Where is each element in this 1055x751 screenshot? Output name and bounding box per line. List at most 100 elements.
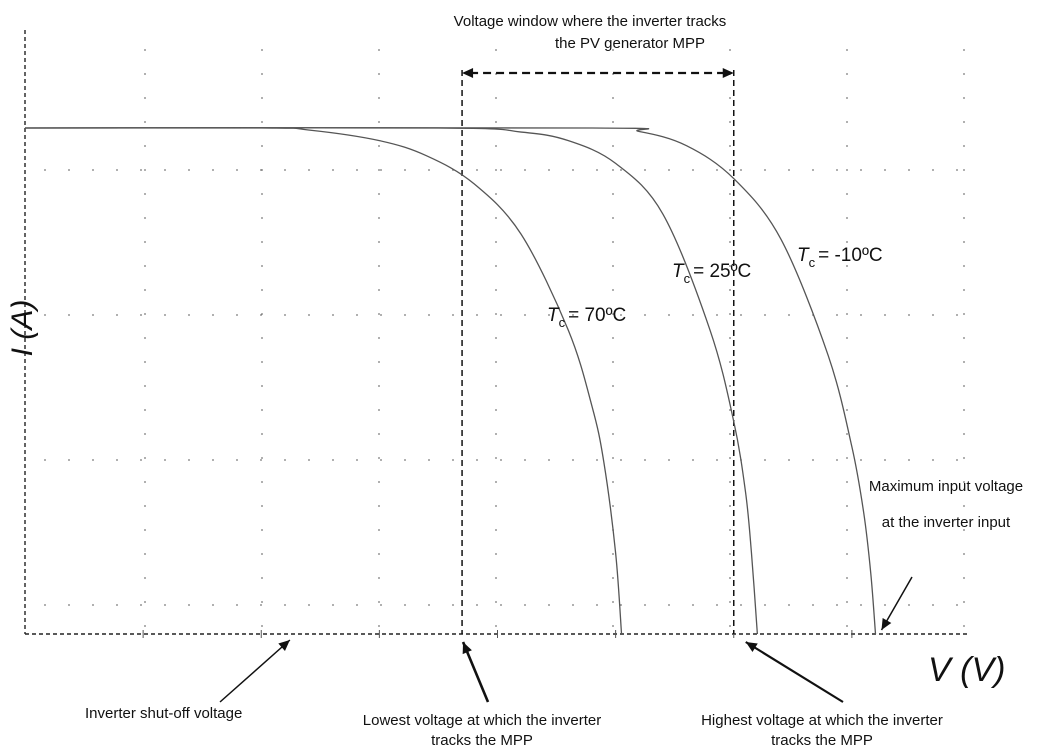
grid-dot [495, 361, 497, 363]
grid-dot [729, 577, 731, 579]
grid-dot [884, 169, 886, 171]
max-annotation-line1: Maximum input voltage [869, 478, 1023, 495]
grid-dot [164, 314, 166, 316]
grid-dot [260, 459, 262, 461]
grid-dot [764, 314, 766, 316]
grid-dot [212, 314, 214, 316]
grid-dot [846, 625, 848, 627]
grid-dot [846, 457, 848, 459]
grid-dot [116, 314, 118, 316]
grid-dot [144, 553, 146, 555]
grid-dot [788, 459, 790, 461]
grid-dot [729, 169, 731, 171]
grid-dot [44, 459, 46, 461]
grid-dot [932, 604, 934, 606]
grid-dot [92, 169, 94, 171]
grid-dot [261, 385, 263, 387]
grid-dot [963, 169, 965, 171]
grid-dot [596, 459, 598, 461]
grid-dot [144, 49, 146, 51]
grid-dot [846, 409, 848, 411]
grid-dot [729, 553, 731, 555]
grid-dot [612, 505, 614, 507]
grid-dot [495, 577, 497, 579]
grid-dot [612, 385, 614, 387]
grid-dot [144, 217, 146, 219]
grid-dot [332, 604, 334, 606]
grid-dot [284, 604, 286, 606]
grid-dot [378, 457, 380, 459]
highest-annotation-line1: Highest voltage at which the inverter [701, 712, 943, 729]
grid-dot [260, 604, 262, 606]
grid-dot [729, 241, 731, 243]
grid-dot [144, 505, 146, 507]
shutoff-arrow-head [278, 640, 290, 652]
grid-dot [495, 97, 497, 99]
grid-dot [495, 145, 497, 147]
grid-dot [495, 553, 497, 555]
grid-dot [612, 121, 614, 123]
grid-dot [428, 169, 430, 171]
grid-dot [261, 457, 263, 459]
grid-dot [729, 265, 731, 267]
lowest-annotation-line1: Lowest voltage at which the inverter [363, 712, 601, 729]
grid-dot [378, 49, 380, 51]
grid-dot [428, 604, 430, 606]
grid-dot [378, 193, 380, 195]
grid-dot [692, 314, 694, 316]
grid-dot [846, 337, 848, 339]
grid-dot [140, 169, 142, 171]
x-ticks [142, 630, 853, 638]
grid-dot [144, 121, 146, 123]
grid-dot [144, 361, 146, 363]
grid-dot [404, 314, 406, 316]
grid-dot [495, 49, 497, 51]
grid-dot [729, 313, 731, 315]
grid-dot [860, 169, 862, 171]
grid-dot [860, 459, 862, 461]
grid-dot [729, 433, 731, 435]
grid-dot [495, 505, 497, 507]
grid-dot [846, 577, 848, 579]
grid-dot [846, 601, 848, 603]
grid-dot [378, 385, 380, 387]
grid-dot [788, 169, 790, 171]
grid-dot [729, 289, 731, 291]
grid-dot [788, 604, 790, 606]
grid-dot [668, 314, 670, 316]
grid-dot [860, 314, 862, 316]
grid-dot [380, 604, 382, 606]
grid-dot [495, 385, 497, 387]
grid-dot [548, 169, 550, 171]
grid-dot [612, 553, 614, 555]
grid-dot [729, 337, 731, 339]
max-annotation-line2: at the inverter input [882, 514, 1011, 531]
grid-dot [908, 459, 910, 461]
grid-dot [884, 459, 886, 461]
grid-dot [596, 169, 598, 171]
grid-dot [963, 409, 965, 411]
grid-dot [332, 314, 334, 316]
grid-dot [764, 169, 766, 171]
y-axis-label-text: I (A) [6, 300, 39, 357]
grid-dot [612, 145, 614, 147]
grid-dot [356, 314, 358, 316]
grid-dot [812, 459, 814, 461]
grid-dot [140, 314, 142, 316]
grid-dot [495, 313, 497, 315]
grid-dot [963, 265, 965, 267]
grid-dot [144, 481, 146, 483]
grid-dot [378, 625, 380, 627]
grid-dot [668, 604, 670, 606]
grid-dot [932, 459, 934, 461]
grid-dot [236, 604, 238, 606]
grid-dot [836, 314, 838, 316]
grid-dot [846, 433, 848, 435]
grid-dot [846, 505, 848, 507]
grid-dot [572, 459, 574, 461]
grid-dot [92, 314, 94, 316]
grid-dot [495, 121, 497, 123]
grid-dot [612, 169, 614, 171]
grid-dot [495, 457, 497, 459]
